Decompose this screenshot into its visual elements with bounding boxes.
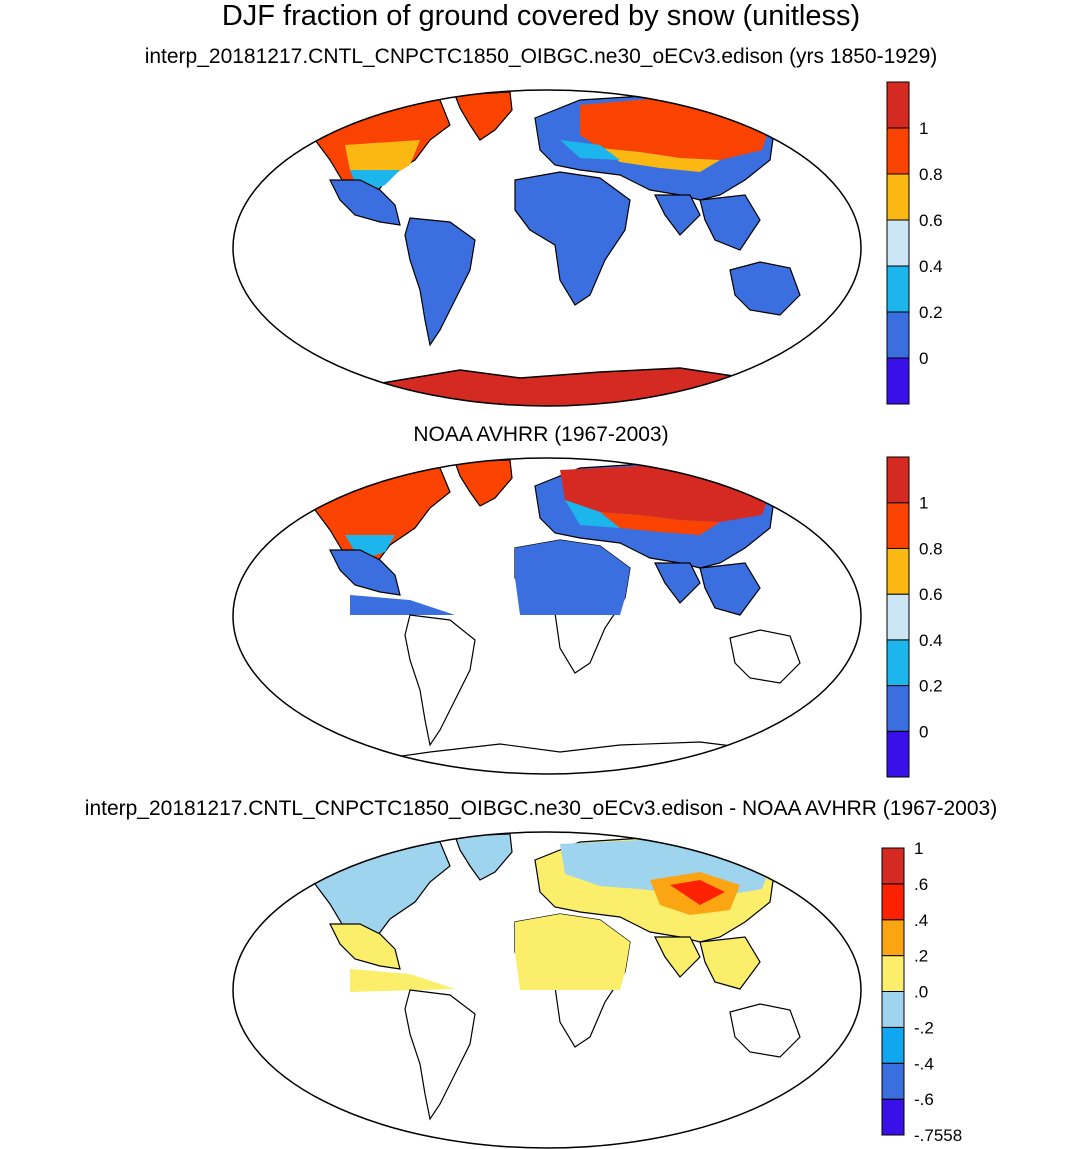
colorbar-swatch <box>886 456 910 504</box>
colorbar-tick-label: 0.6 <box>919 211 943 230</box>
colorbar-tick-label: .0 <box>914 983 928 1002</box>
map-boundary <box>232 831 862 1149</box>
colorbar-swatch <box>886 639 910 687</box>
colorbar-tick-label: .2 <box>914 947 928 966</box>
colorbar-tick-label: 0.6 <box>919 585 943 604</box>
colorbar-tick-label: 1 <box>919 119 928 138</box>
colorbar-tick-label: -.6 <box>914 1090 934 1109</box>
colorbar-tick-label: 0.4 <box>919 257 943 276</box>
colorbar-tick-label: 0 <box>919 722 928 741</box>
map-boundary <box>232 89 862 407</box>
colorbar-swatch <box>881 991 905 1028</box>
colorbar-swatch <box>886 593 910 641</box>
colorbar-tick-label: 1 <box>914 839 923 858</box>
australia-region <box>729 261 801 316</box>
colorbar-tick-label: 0.8 <box>919 165 943 184</box>
colorbar-swatch <box>881 1026 905 1064</box>
panel-2-title: NOAA AVHRR (1967-2003) <box>413 423 669 446</box>
colorbar-tick-label: 1 <box>919 494 928 513</box>
colorbar-swatch <box>881 955 905 992</box>
colorbar-swatch <box>886 173 910 221</box>
colorbar-swatch <box>886 127 910 175</box>
colorbar-tick-label: -.2 <box>914 1018 934 1037</box>
map-boundary <box>232 457 862 775</box>
colorbar-swatch <box>886 357 910 405</box>
colorbar-tick-label: -.7558 <box>914 1126 962 1145</box>
colorbar-tick-label: 0.8 <box>919 539 943 558</box>
south-america-region <box>404 217 476 347</box>
colorbar-2: 0 0.2 0.4 0.6 0.8 1 <box>886 456 943 778</box>
panel-1-title: interp_20181217.CNTL_CNPCTC1850_OIBGC.ne… <box>144 45 938 68</box>
colorbar-tick-label: .4 <box>914 911 928 930</box>
colorbar-swatch <box>886 685 910 732</box>
colorbar-tick-label: -.4 <box>914 1054 934 1073</box>
colorbar-swatch <box>881 1062 905 1100</box>
panel-3-title: interp_20181217.CNTL_CNPCTC1850_OIBGC.ne… <box>84 797 998 820</box>
figure-title: DJF fraction of ground covered by snow (… <box>221 0 861 32</box>
colorbar-swatch <box>881 919 905 957</box>
colorbar-swatch <box>886 219 910 267</box>
map-panel-2: 0 0.2 0.4 0.6 0.8 1 <box>232 456 943 778</box>
colorbar-swatch <box>881 883 905 921</box>
antarctica-region <box>330 368 840 406</box>
colorbar-tick-label: 0.2 <box>919 677 943 696</box>
africa-region <box>514 171 631 306</box>
map-panel-1: 0 0.2 0.4 0.6 0.8 1 <box>232 81 943 407</box>
colorbar-swatch <box>886 547 910 595</box>
colorbar-swatch <box>886 81 910 129</box>
map-panel-3: -.7558 -.6 -.4 -.2 .0 .2 .4 .6 1 <box>232 831 962 1149</box>
colorbar-3: -.7558 -.6 -.4 -.2 .0 .2 .4 .6 1 <box>881 839 962 1145</box>
colorbar-swatch <box>886 502 910 549</box>
colorbar-swatch <box>886 730 910 778</box>
colorbar-swatch <box>886 311 910 359</box>
colorbar-swatch <box>881 847 905 885</box>
greenland-region <box>454 91 513 141</box>
colorbar-swatch <box>881 1098 905 1136</box>
colorbar-swatch <box>886 265 910 313</box>
colorbar-tick-label: 0.4 <box>919 631 943 650</box>
colorbar-1: 0 0.2 0.4 0.6 0.8 1 <box>886 81 943 405</box>
colorbar-tick-label: .6 <box>914 875 928 894</box>
colorbar-tick-label: 0.2 <box>919 303 943 322</box>
colorbar-tick-label: 0 <box>919 349 928 368</box>
